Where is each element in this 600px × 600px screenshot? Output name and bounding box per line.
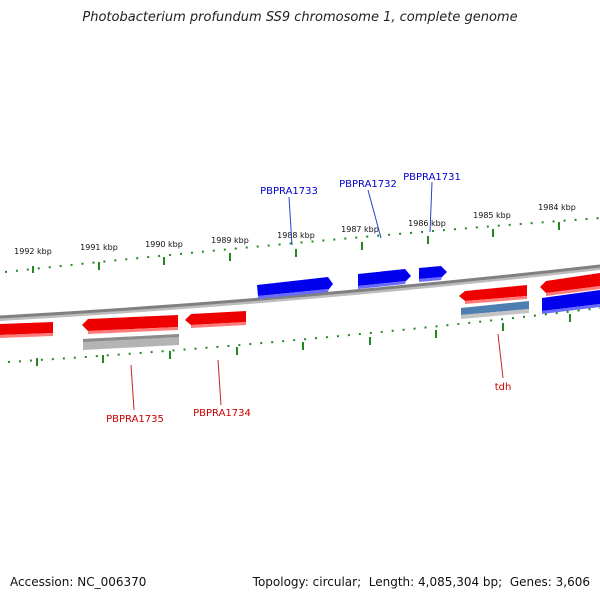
- accession-info: Accession: NC_006370: [10, 575, 146, 589]
- feature-bar-rna[interactable]: [461, 301, 529, 315]
- gene-arrow-reverse-right[interactable]: [540, 273, 600, 296]
- gene-arrow-pbpra1733[interactable]: [257, 277, 333, 299]
- lower-major-ticks: [36, 314, 571, 366]
- gene-arrow-tdh[interactable]: [459, 285, 527, 304]
- chromosome-backbone: [0, 264, 600, 319]
- tick-label: 1992 kbp: [14, 247, 52, 256]
- gene-arrow-pbpra1731[interactable]: [419, 266, 447, 282]
- forward-leader-lines: [288, 181, 433, 246]
- tick-label: 1986 kbp: [408, 219, 446, 228]
- gene-label-pbpra1734[interactable]: PBPRA1734: [193, 408, 251, 419]
- tick-label: 1987 kbp: [341, 225, 379, 234]
- tick-label: 1985 kbp: [473, 211, 511, 220]
- backbone-shadow: [0, 266, 600, 321]
- lower-tick-dashes: [7, 307, 600, 363]
- gene-arrow-pbpra1735[interactable]: [82, 315, 178, 334]
- topology-label: Topology:: [252, 575, 309, 589]
- accession-label: Accession:: [10, 575, 74, 589]
- gene-label-pbpra1732[interactable]: PBPRA1732: [339, 179, 397, 190]
- reverse-gene-labels: PBPRA1735 PBPRA1734 tdh: [106, 382, 511, 425]
- feature-bar-grey-top: [83, 334, 179, 342]
- tick-label: 1988 kbp: [277, 231, 315, 240]
- gene-label-tdh[interactable]: tdh: [495, 382, 512, 393]
- feature-bar-rna-under: [461, 309, 529, 319]
- tick-label: 1984 kbp: [538, 203, 576, 212]
- tick-label: 1989 kbp: [211, 236, 249, 245]
- topology-value: circular: [312, 575, 358, 589]
- upper-major-ticks: [32, 222, 560, 273]
- other-features: [83, 301, 529, 350]
- genes-value: 3,606: [555, 575, 590, 589]
- tick-label: 1991 kbp: [80, 243, 118, 252]
- forward-gene-labels: PBPRA1733 PBPRA1732 PBPRA1731: [260, 172, 461, 197]
- genome-stats: Topology: circular; Length: 4,085,304 bp…: [252, 575, 590, 589]
- gene-label-pbpra1735[interactable]: PBPRA1735: [106, 414, 164, 425]
- genome-title: Photobacterium profundum SS9 chromosome …: [82, 10, 518, 25]
- gene-arrow-pbpra1734[interactable]: [185, 311, 246, 328]
- forward-genes: [257, 266, 600, 314]
- genes-label: Genes:: [509, 575, 552, 589]
- gene-arrow-pbpra1732[interactable]: [358, 269, 411, 289]
- upper-tick-dashes: [4, 217, 600, 273]
- length-label: Length:: [368, 575, 415, 589]
- accession-value: NC_006370: [77, 575, 147, 589]
- gene-arrow-reverse-left[interactable]: [0, 322, 53, 338]
- gene-label-pbpra1731[interactable]: PBPRA1731: [403, 172, 461, 183]
- gene-label-pbpra1733[interactable]: PBPRA1733: [260, 186, 318, 197]
- length-value: 4,085,304 bp: [418, 575, 499, 589]
- reverse-leader-lines: [130, 333, 504, 411]
- upper-tick-labels: 1992 kbp 1991 kbp 1990 kbp 1989 kbp 1988…: [14, 203, 576, 256]
- tick-label: 1990 kbp: [145, 240, 183, 249]
- reverse-genes: [0, 273, 600, 338]
- gene-arrow-forward-right[interactable]: [542, 290, 600, 314]
